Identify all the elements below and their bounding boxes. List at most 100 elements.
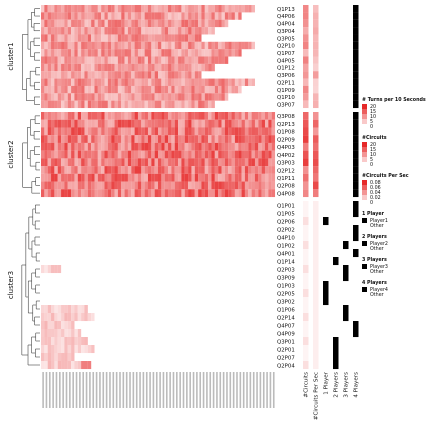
heatmap-cell: [71, 49, 75, 57]
heatmap-cell: [107, 93, 112, 101]
heatmap-cell: [57, 150, 62, 159]
heatmap-cell: [81, 19, 85, 28]
heatmap-cell: [94, 85, 98, 94]
heatmap-cell: [124, 5, 128, 13]
heatmap-cell: [214, 56, 219, 64]
heatmap-cell: [117, 189, 122, 198]
heatmap-cell: [44, 78, 48, 86]
heatmap-cell: [114, 49, 118, 57]
heatmap-cell: [104, 5, 108, 13]
heatmap-cell: [104, 119, 108, 128]
heatmap-cell: [111, 112, 115, 120]
heatmap-cell: [211, 41, 215, 50]
heatmap-cell: [101, 100, 105, 109]
heatmap-cell: [134, 158, 138, 167]
heatmap-cell: [254, 166, 259, 174]
heatmap-cell: [114, 5, 118, 13]
heatmap-cell: [54, 150, 58, 159]
heatmap-cell: [114, 135, 118, 143]
heatmap-cell: [127, 173, 132, 182]
heatmap-cell: [124, 173, 128, 182]
heatmap-cell: [141, 100, 145, 109]
heatmap-cell: [77, 189, 82, 198]
heatmap-cell: [104, 93, 108, 101]
heatmap-cell: [264, 173, 269, 182]
heatmap-cell: [208, 127, 212, 136]
heatmap-cell: [64, 100, 68, 109]
heatmap-cell: [208, 142, 212, 151]
heatmap-cell: [111, 189, 115, 198]
row-labels: Q1P13Q4P06Q4P04Q3P04Q3P05Q2P10Q1P07Q4P05…: [277, 7, 295, 370]
heatmap-cell: [111, 173, 115, 182]
heatmap-cell: [81, 78, 85, 86]
heatmap-cell: [87, 158, 92, 167]
heatmap-cell: [51, 361, 55, 370]
legend-title: 4 Players: [362, 280, 387, 286]
circuits-cell: [303, 361, 309, 370]
heatmap-cell: [208, 27, 212, 35]
heatmap-cell: [117, 142, 122, 151]
heatmap-cell: [198, 100, 202, 109]
heatmap-cell: [141, 173, 145, 182]
circuits-cell: [303, 337, 309, 346]
heatmap-cell: [258, 142, 262, 151]
heatmap-cell: [51, 337, 55, 346]
heatmap-cell: [188, 49, 192, 57]
column-label-mark: [135, 372, 138, 408]
heatmap-cell: [178, 5, 182, 13]
heatmap-cell: [67, 135, 72, 143]
heatmap-cell: [158, 5, 162, 13]
heatmap-cell: [124, 27, 128, 35]
heatmap-cell: [271, 189, 276, 198]
heatmap-cell: [271, 181, 276, 190]
heatmap-cell: [178, 158, 182, 167]
heatmap-cell: [87, 100, 92, 109]
heatmap-cell: [201, 181, 205, 190]
player-cell: [353, 41, 359, 50]
heatmap-cell: [44, 71, 48, 79]
heatmap-cell: [67, 150, 72, 159]
heatmap-cell: [101, 166, 105, 174]
heatmap-cell: [261, 181, 266, 190]
heatmap-cell: [74, 345, 78, 354]
heatmap-cell: [174, 150, 179, 159]
circuits-cell: [303, 34, 309, 42]
heatmap-cell: [181, 93, 185, 101]
legend-swatch: [362, 190, 367, 196]
heatmap-cell: [74, 63, 78, 72]
heatmap-cell: [158, 127, 162, 136]
heatmap-cell: [67, 71, 72, 79]
legend-title: #Circuits: [362, 135, 387, 141]
heatmap-cell: [194, 49, 199, 57]
row-label: Q4P01: [277, 251, 295, 257]
heatmap-cell: [64, 166, 68, 174]
heatmap-cell: [174, 112, 179, 120]
heatmap-cell: [71, 189, 75, 198]
heatmap-cell: [178, 112, 182, 120]
heatmap-cell: [224, 78, 229, 86]
heatmap-cell: [141, 112, 145, 120]
heatmap-cell: [54, 49, 58, 57]
column-label-mark: [69, 372, 71, 408]
heatmap-cell: [201, 12, 205, 20]
heatmap-cell: [81, 173, 85, 182]
circuits-per-sec-cell: [313, 329, 319, 338]
heatmap-cell: [44, 27, 48, 35]
heatmap-cell: [94, 150, 98, 159]
heatmap-cell: [87, 49, 92, 57]
heatmap-cell: [121, 41, 125, 50]
heatmap-cell: [114, 12, 118, 20]
heatmap-cell: [74, 12, 78, 20]
heatmap-cell: [154, 49, 159, 57]
heatmap-cell: [191, 112, 195, 120]
heatmap-cell: [84, 12, 88, 20]
heatmap-cell: [161, 166, 165, 174]
heatmap-cell: [111, 41, 115, 50]
heatmap-cell: [141, 49, 145, 57]
heatmap-cell: [191, 27, 195, 35]
circuits-cell: [303, 166, 309, 174]
heatmap-cell: [164, 5, 169, 13]
heatmap-cell: [188, 112, 192, 120]
heatmap-cell: [41, 93, 45, 101]
heatmap-cell: [174, 181, 179, 190]
